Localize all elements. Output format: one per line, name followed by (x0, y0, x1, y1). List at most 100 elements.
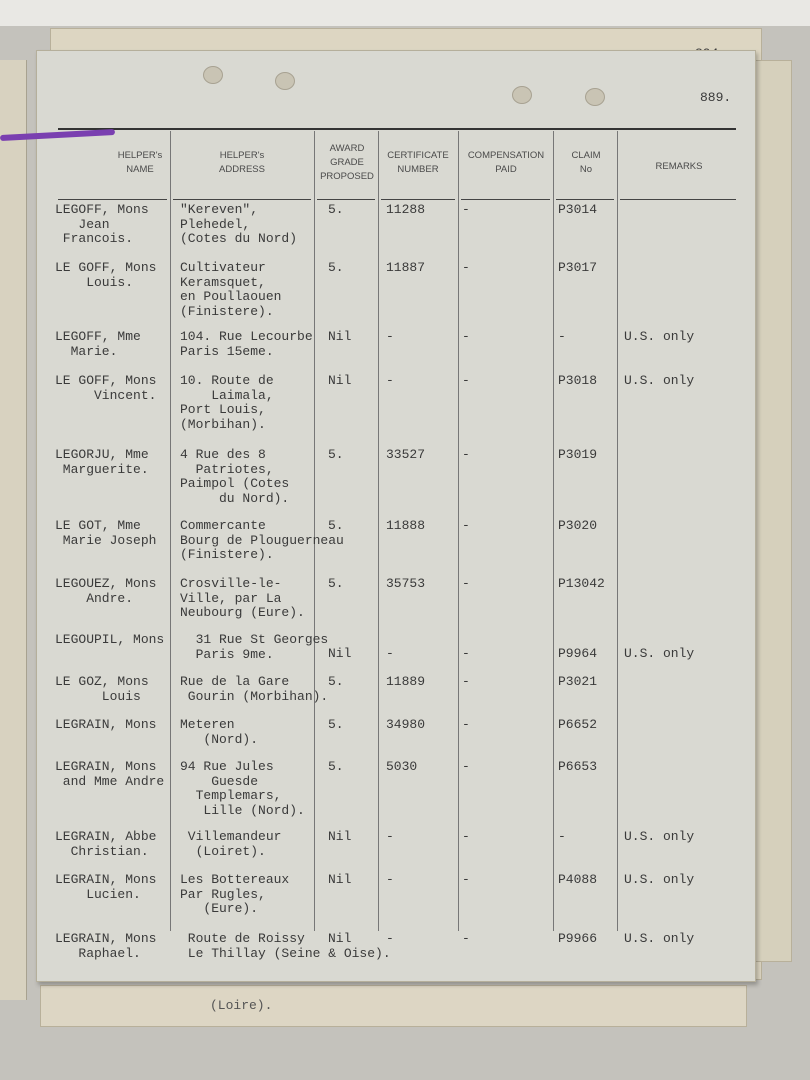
cell-remarks: U.S. only (624, 329, 695, 344)
cell-remarks: U.S. only (624, 872, 695, 887)
column-divider (458, 131, 459, 931)
cell-address: 4 Rue des 8 Patriotes, Paimpol (Cotes du… (180, 447, 290, 506)
cell-certificate: - (386, 829, 394, 844)
cell-award: 5. (328, 518, 344, 533)
header-underline (317, 199, 375, 200)
cell-address: Meteren (Nord). (180, 717, 259, 747)
header-underline (173, 199, 311, 200)
header-underline (461, 199, 550, 200)
header-rule (58, 128, 736, 130)
cell-remarks: U.S. only (624, 373, 695, 388)
cell-compensation: - (462, 829, 470, 844)
header-underline (620, 199, 736, 200)
column-divider (553, 131, 554, 931)
cell-award: 5. (328, 759, 344, 774)
cell-claim: P3014 (558, 202, 598, 217)
cell-address: Commercante Bourg de Plouguerneau (Finis… (180, 518, 344, 562)
cell-remarks: U.S. only (624, 646, 695, 661)
cell-award: Nil (328, 373, 352, 388)
cell-claim: - (558, 829, 566, 844)
column-header-remarks: REMARKS (655, 161, 703, 172)
cell-claim: P9966 (558, 931, 598, 946)
cell-compensation: - (462, 447, 470, 462)
column-header-award: AWARD GRADE PROPOSED (320, 143, 374, 182)
cell-compensation: - (462, 202, 470, 217)
cell-compensation: - (462, 518, 470, 533)
cell-address: 31 Rue St Georges Paris 9me. (195, 632, 329, 662)
cell-certificate: 11887 (386, 260, 426, 275)
cell-certificate: 5030 (386, 759, 418, 774)
cell-claim: P3018 (558, 373, 598, 388)
punch-hole (275, 72, 295, 90)
cell-name: LEGRAIN, Mons Raphael. (55, 931, 157, 961)
cell-certificate: 35753 (386, 576, 426, 591)
cell-name: LEGORJU, Mme Marguerite. (55, 447, 149, 477)
cell-name: LE GOFF, Mons Louis. (55, 260, 157, 290)
cell-claim: P9964 (558, 646, 598, 661)
cell-award: 5. (328, 674, 344, 689)
cell-compensation: - (462, 674, 470, 689)
cell-claim: P6653 (558, 759, 598, 774)
cell-address: Route de Roissy Le Thillay (Seine & Oise… (187, 931, 391, 961)
cell-name: LE GOZ, Mons Louis (55, 674, 149, 704)
cell-certificate: 11288 (386, 202, 426, 217)
cell-address: Les Bottereaux Par Rugles, (Eure). (180, 872, 290, 916)
cell-compensation: - (462, 576, 470, 591)
cell-compensation: - (462, 872, 470, 887)
cell-claim: P13042 (558, 576, 605, 591)
cell-certificate: - (386, 931, 394, 946)
header-underline (556, 199, 614, 200)
cell-certificate: 33527 (386, 447, 426, 462)
cell-address: Rue de la Gare Gourin (Morbihan). (180, 674, 329, 704)
cell-name: LEGRAIN, Mons (55, 717, 157, 732)
cell-certificate: - (386, 646, 394, 661)
cell-certificate: - (386, 329, 394, 344)
punch-hole (512, 86, 532, 104)
cell-award: 5. (328, 260, 344, 275)
cell-address: 10. Route de Laimala, Port Louis, (Morbi… (180, 373, 274, 432)
cell-award: 5. (328, 447, 344, 462)
cell-certificate: 11888 (386, 518, 426, 533)
cell-award: Nil (328, 646, 352, 661)
cell-address: Villemandeur (Loiret). (187, 829, 282, 859)
cell-claim: P6652 (558, 717, 598, 732)
cell-award: 5. (328, 717, 344, 732)
cell-address: Cultivateur Keramsquet, en Poullaouen (F… (180, 260, 282, 319)
column-divider (617, 131, 618, 931)
cell-certificate: - (386, 872, 394, 887)
document-page (36, 50, 756, 982)
cell-award: Nil (328, 931, 352, 946)
page-number: 889. (700, 90, 732, 105)
cell-address: 94 Rue Jules Guesde Templemars, Lille (N… (180, 759, 305, 818)
cell-award: Nil (328, 329, 352, 344)
under-sheet-text: (Loire). (210, 998, 273, 1013)
cell-remarks: U.S. only (624, 931, 695, 946)
cell-compensation: - (462, 717, 470, 732)
cell-award: 5. (328, 576, 344, 591)
cell-compensation: - (462, 931, 470, 946)
cell-award: Nil (328, 829, 352, 844)
cell-claim: P3017 (558, 260, 598, 275)
column-header-compensation: COMPENSATION PAID (467, 150, 545, 175)
cell-award: 5. (328, 202, 344, 217)
column-header-address: HELPER's ADDRESS (219, 150, 265, 175)
cell-address: Crosville-le- Ville, par La Neubourg (Eu… (180, 576, 305, 620)
cell-name: LE GOFF, Mons Vincent. (55, 373, 157, 403)
cell-claim: P3020 (558, 518, 598, 533)
cell-name: LEGRAIN, Mons Lucien. (55, 872, 157, 902)
left-page-edge (0, 60, 27, 1000)
column-divider (170, 131, 171, 931)
cell-name: LE GOT, Mme Marie Joseph (55, 518, 157, 548)
cell-address: 104. Rue Lecourbe Paris 15eme. (180, 329, 313, 359)
cell-name: LEGRAIN, Abbe Christian. (55, 829, 157, 859)
cell-certificate: - (386, 373, 394, 388)
column-divider (314, 131, 315, 931)
cell-claim: - (558, 329, 566, 344)
cell-name: LEGRAIN, Mons and Mme Andre (55, 759, 165, 789)
cell-name: LEGOFF, Mons Jean Francois. (55, 202, 149, 246)
column-header-claim: CLAIM No (571, 150, 601, 175)
cell-compensation: - (462, 646, 470, 661)
cell-address: "Kereven", Plehedel, (Cotes du Nord) (180, 202, 298, 246)
column-divider (378, 131, 379, 931)
column-header-name: HELPER's NAME (117, 150, 163, 175)
